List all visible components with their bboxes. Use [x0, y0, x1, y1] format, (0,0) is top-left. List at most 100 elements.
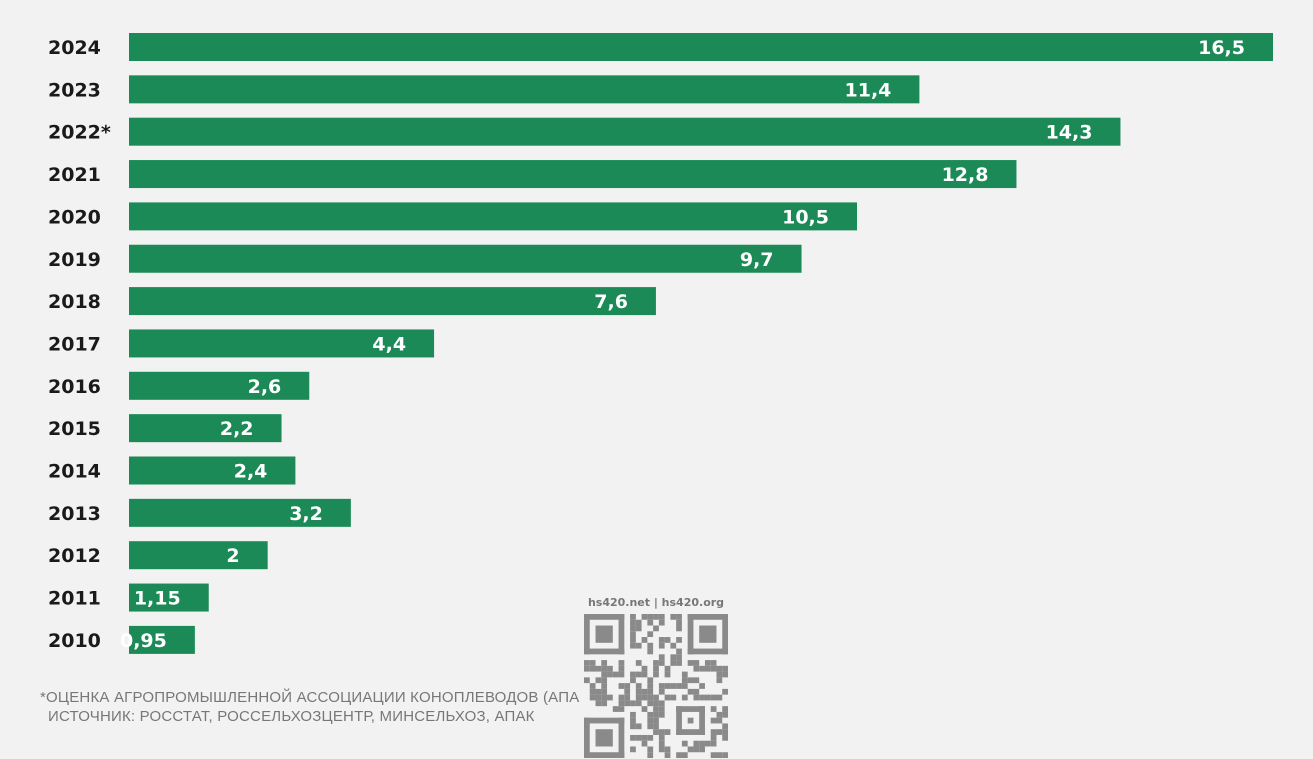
- qr-module: [641, 694, 648, 701]
- qr-module: [664, 694, 671, 701]
- qr-module: [658, 711, 665, 718]
- qr-module: [624, 683, 631, 689]
- qr-module: [670, 694, 677, 701]
- qr-module: [710, 734, 717, 741]
- qr-module: [710, 665, 717, 672]
- qr-module: [641, 637, 648, 643]
- qr-module: [618, 660, 625, 666]
- qr-module: [658, 660, 665, 666]
- qr-module: [595, 688, 602, 695]
- qr-module: [693, 746, 700, 753]
- bar: [129, 625, 195, 654]
- qr-module: [630, 671, 636, 678]
- category-label: 2022*: [48, 122, 111, 144]
- value-label: 2,6: [248, 376, 282, 398]
- qr-module: [676, 614, 682, 620]
- qr-module: [658, 706, 665, 712]
- qr-module: [647, 700, 654, 707]
- qr-module: [722, 723, 728, 730]
- qr-module: [716, 671, 723, 678]
- bar: [129, 541, 268, 570]
- qr-module: [595, 694, 602, 701]
- category-label: 2014: [48, 461, 101, 483]
- bar: [129, 33, 1273, 61]
- qr-module: [664, 752, 671, 758]
- value-label: 0,95: [120, 630, 167, 652]
- qr-module: [676, 654, 682, 661]
- qr-module: [653, 694, 659, 701]
- qr-module: [658, 654, 665, 661]
- qr-module: [584, 614, 590, 655]
- qr-module: [584, 717, 625, 724]
- qr-module: [699, 694, 705, 701]
- qr-module: [647, 752, 654, 758]
- qr-module: [664, 665, 671, 672]
- value-label: 4,4: [372, 333, 406, 355]
- value-label: 1,15: [134, 588, 181, 610]
- qr-module: [630, 625, 636, 632]
- qr-module: [653, 665, 659, 672]
- bar: [129, 160, 1017, 189]
- bar: [129, 287, 656, 316]
- qr-module: [670, 642, 677, 649]
- qr-module: [589, 694, 596, 701]
- qr-module: [653, 717, 659, 724]
- qr-module: [647, 683, 654, 689]
- qr-module: [722, 614, 728, 655]
- qr-module: [664, 671, 671, 678]
- qr-module: [647, 734, 654, 741]
- qr-module: [716, 665, 723, 672]
- qr-module: [607, 665, 613, 672]
- qr-module: [710, 752, 717, 758]
- qr-module: [653, 625, 659, 632]
- qr-module: [589, 688, 596, 695]
- qr-module: [658, 740, 665, 747]
- qr-module: [589, 660, 596, 666]
- category-label: 2012: [48, 545, 101, 567]
- qr-module: [716, 752, 723, 758]
- qr-module: [716, 729, 723, 735]
- qr-module: [647, 694, 654, 701]
- qr-module: [601, 671, 608, 678]
- qr-module: [670, 660, 677, 666]
- value-label: 11,4: [845, 79, 892, 101]
- value-label: 14,3: [1046, 122, 1093, 144]
- qr-module: [584, 648, 625, 655]
- qr-module: [699, 706, 705, 735]
- qr-module: [641, 665, 648, 672]
- qr-module: [658, 642, 665, 649]
- qr-module: [722, 752, 728, 758]
- qr-module: [641, 671, 648, 678]
- category-label: 2024: [48, 37, 101, 59]
- qr-module: [624, 700, 631, 707]
- qr-module: [693, 660, 700, 666]
- qr-module: [716, 711, 723, 718]
- value-label: 2: [226, 545, 239, 567]
- qr-module: [647, 648, 654, 655]
- qr-module: [670, 654, 677, 661]
- qr-module: [710, 740, 717, 747]
- qr-module: [664, 637, 671, 643]
- bar: [129, 117, 1121, 146]
- qr-module: [699, 683, 705, 689]
- qr-module: [635, 625, 642, 632]
- bar: [129, 329, 435, 358]
- qr-module: [595, 625, 613, 643]
- qr-module: [647, 614, 654, 620]
- qr-module: [722, 729, 728, 735]
- qr-module: [584, 752, 625, 758]
- value-label: 12,8: [942, 164, 989, 186]
- qr-module: [658, 688, 665, 695]
- qr-module: [670, 683, 677, 689]
- qr-module: [653, 711, 659, 718]
- qr-module: [653, 723, 659, 730]
- qr-module: [722, 665, 728, 672]
- qr-module: [584, 677, 590, 684]
- qr-module: [664, 683, 671, 689]
- qr-module: [607, 671, 613, 678]
- category-label: 2011: [48, 588, 101, 610]
- value-label: 10,5: [782, 206, 829, 228]
- qr-module: [601, 665, 608, 672]
- qr-module: [601, 700, 608, 707]
- qr-module: [693, 677, 700, 684]
